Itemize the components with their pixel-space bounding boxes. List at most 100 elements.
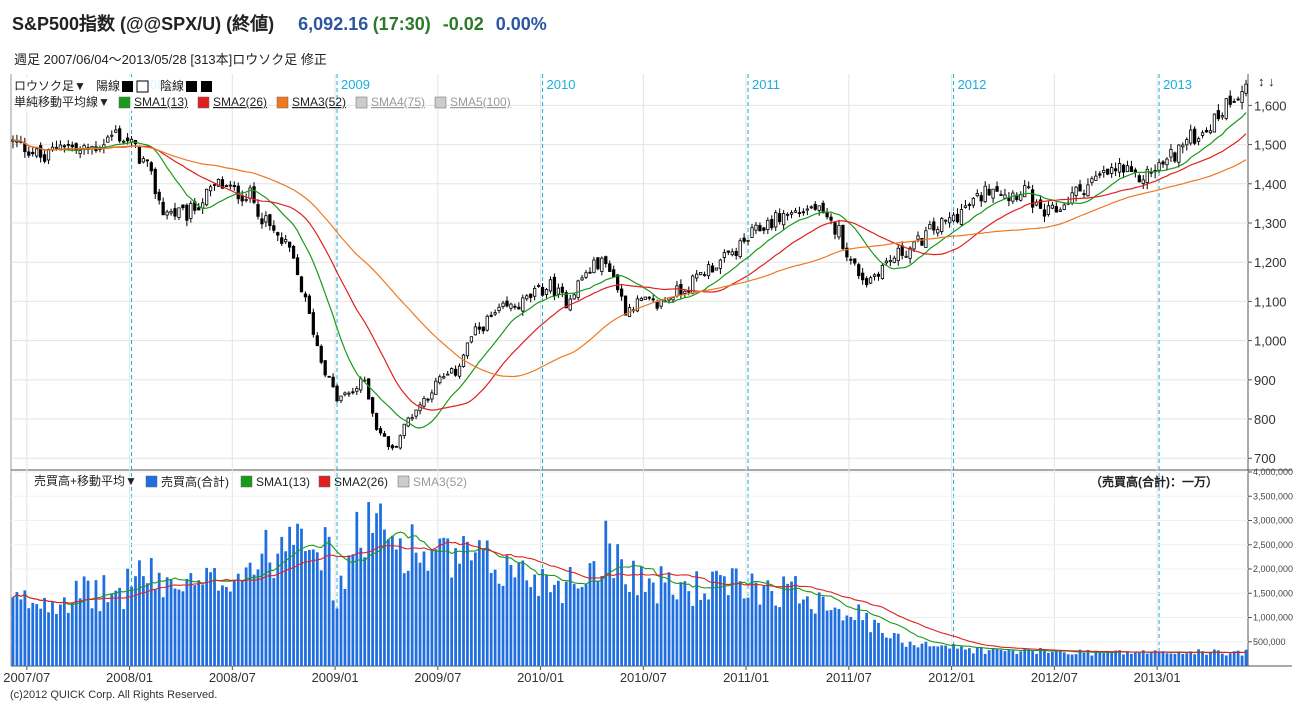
sma-legend-swatch[interactable] (118, 96, 131, 109)
yin-fill-swatch[interactable] (201, 81, 212, 92)
candle-up (714, 267, 719, 271)
volume-bar (355, 511, 359, 666)
candle-up (951, 214, 956, 222)
sma-legend-swatch[interactable] (197, 96, 210, 109)
candle-up (793, 210, 798, 213)
volume-bar (485, 540, 489, 666)
candle-down (742, 237, 746, 242)
volume-bar (758, 604, 762, 666)
volume-bar (1027, 649, 1031, 666)
candle-up (544, 289, 549, 295)
candle-up (983, 185, 987, 203)
year-label: 2011 (752, 77, 780, 92)
volume-tick-label: 4,000,000 (1253, 467, 1293, 477)
candle-down (276, 232, 280, 236)
year-label: 2012 (958, 77, 987, 92)
volume-bar (1205, 654, 1208, 666)
volume-bar (390, 535, 394, 666)
candle-up (1023, 185, 1027, 198)
volume-bar (181, 591, 185, 666)
volume-bar (311, 549, 315, 666)
candle-down (979, 195, 983, 202)
candle-up (473, 326, 477, 336)
candle-up (766, 219, 770, 231)
volume-bar (394, 549, 398, 666)
candle-up (1212, 113, 1217, 133)
sma-legend-item[interactable]: SMA5(100) (450, 95, 511, 109)
volume-bar (525, 580, 529, 666)
sma-legend-swatch[interactable] (276, 96, 289, 109)
sma-legend-item[interactable]: SMA3(52) (292, 95, 346, 109)
volume-bar (1098, 651, 1102, 666)
candle-down (801, 211, 806, 214)
volume-legend-item[interactable]: 売買高(合計) (161, 474, 229, 489)
volume-menu[interactable]: 売買高+移動平均▼ (34, 473, 137, 488)
sma-menu[interactable]: 単純移動平均線▼ (14, 94, 110, 109)
candle-down (62, 145, 66, 148)
sma-legend-item[interactable]: SMA1(13) (134, 95, 188, 109)
yang-fill-swatch[interactable] (136, 80, 149, 93)
volume-legend-item[interactable]: SMA3(52) (413, 475, 467, 489)
volume-legend-item[interactable]: SMA1(13) (256, 475, 310, 489)
volume-bar (343, 588, 347, 666)
volume-bar (134, 576, 137, 666)
candle-up (1181, 144, 1185, 148)
sma-legend-item[interactable]: SMA4(75) (371, 95, 425, 109)
sma-legend-item[interactable]: SMA2(26) (213, 95, 267, 109)
volume-bar (1153, 650, 1157, 666)
volume-legend-item[interactable]: SMA2(26) (334, 475, 388, 489)
volume-bar (66, 612, 70, 666)
volume-bar (636, 595, 639, 666)
volume-bar (1173, 653, 1177, 666)
volume-bar (991, 648, 995, 666)
volume-bar (19, 599, 23, 666)
price-tick-label: 1,400 (1254, 177, 1287, 192)
volume-bar (102, 575, 106, 666)
candle-down (27, 151, 31, 156)
volume-legend-swatch[interactable] (240, 475, 253, 488)
candle-style-menu[interactable]: ロウソク足▼ (14, 79, 86, 93)
candle-down (710, 265, 715, 273)
candle-down (303, 293, 308, 298)
candle-down (1078, 184, 1082, 192)
candle-up (971, 197, 975, 206)
sma-legend-swatch[interactable] (434, 96, 447, 109)
candle-up (1177, 144, 1181, 163)
scale-arrows-icon[interactable]: ↕ ↓ (1258, 74, 1275, 89)
price-tick-label: 900 (1254, 373, 1276, 388)
candle-down (797, 212, 802, 215)
volume-bar (59, 604, 62, 666)
volume-bar (473, 552, 477, 666)
candle-down (370, 397, 375, 414)
candle-down (181, 204, 185, 209)
volume-bar (643, 591, 647, 666)
volume-bar (659, 566, 663, 666)
volume-bar (920, 643, 924, 666)
candle-up (422, 398, 426, 407)
candle-up (1074, 186, 1078, 196)
volume-bar (70, 602, 74, 666)
volume-bar (15, 592, 19, 666)
volume-bar (387, 539, 390, 666)
volume-legend-swatch[interactable] (397, 475, 410, 488)
volume-legend-swatch[interactable] (145, 475, 158, 488)
volume-bar (205, 567, 209, 666)
candle-down (619, 288, 624, 297)
volume-bar (734, 568, 738, 666)
candle-down (651, 298, 655, 301)
time-tick-label: 2011/01 (723, 670, 769, 685)
candle-down (612, 269, 616, 278)
candle-down (426, 398, 430, 401)
volume-bar (260, 553, 264, 666)
volume-bar (786, 583, 789, 666)
volume-legend-swatch[interactable] (318, 475, 331, 488)
volume-bar (458, 563, 461, 666)
sma-legend-swatch[interactable] (355, 96, 368, 109)
candle-up (722, 252, 726, 258)
yin-color-swatch[interactable] (186, 81, 197, 92)
yang-color-swatch[interactable] (122, 81, 133, 92)
volume-bar (971, 653, 975, 666)
candle-up (884, 260, 889, 264)
candle-up (15, 140, 19, 143)
